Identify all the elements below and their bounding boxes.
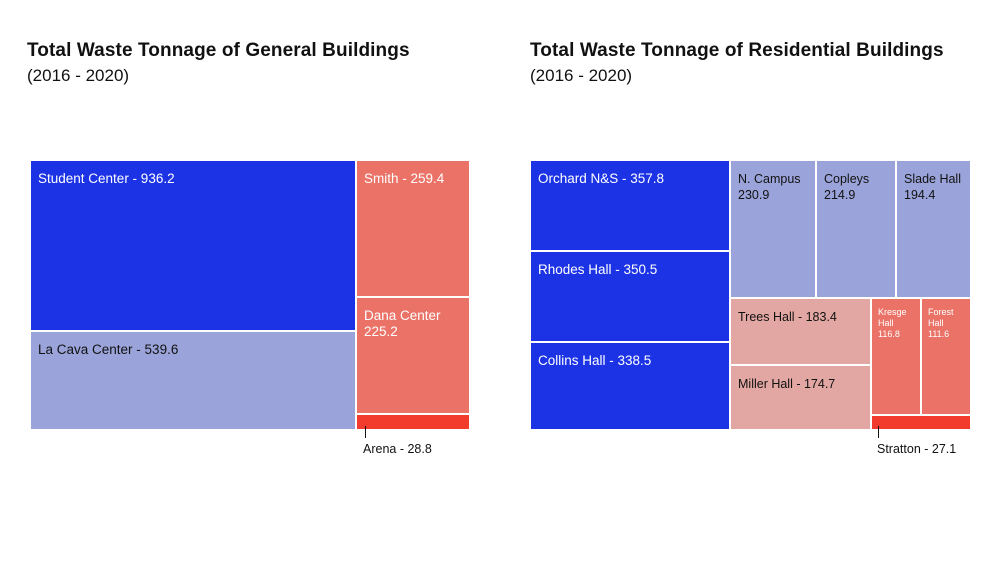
tile-label: La Cava Center - 539.6 [38, 342, 179, 357]
tile-label: Miller Hall - 174.7 [738, 377, 836, 391]
tile-label: Student Center - 936.2 [38, 171, 175, 186]
treemap-tile [356, 414, 470, 430]
treemap-tile: Forest Hall 111.6 [921, 298, 971, 415]
tile-label: Smith - 259.4 [364, 171, 445, 186]
tile-label: N. Campus 230.9 [738, 172, 801, 202]
treemap-tile: La Cava Center - 539.6 [30, 331, 356, 430]
tile-label: Slade Hall 194.4 [904, 172, 961, 202]
chart-subtitle: (2016 - 2020) [530, 66, 633, 85]
treemap-residential: Orchard N&S - 357.8 Rhodes Hall - 350.5 Co… [530, 160, 971, 430]
treemap-tile: Trees Hall - 183.4 [730, 298, 871, 365]
tile-label-outside: Stratton - 27.1 [877, 442, 957, 456]
tile-label: Dana Center 225.2 [364, 308, 441, 339]
chart-title: Total Waste Tonnage of Residential Build… [530, 40, 944, 61]
treemap-tile: Copleys 214.9 [816, 160, 896, 298]
tile-label: Kresge Hall 116.8 [878, 307, 907, 339]
treemap-tile [871, 415, 971, 430]
leader-tick [878, 426, 879, 438]
treemap-tile: N. Campus 230.9 [730, 160, 816, 298]
tile-label: Copleys 214.9 [824, 172, 870, 202]
treemap-tile: Slade Hall 194.4 [896, 160, 971, 298]
treemap-tile: Collins Hall - 338.5 [530, 342, 730, 430]
tile-label: Trees Hall - 183.4 [738, 310, 837, 324]
treemap-tile: Kresge Hall 116.8 [871, 298, 921, 415]
treemap-tile: Dana Center 225.2 [356, 297, 470, 414]
treemap-tile: Orchard N&S - 357.8 [530, 160, 730, 251]
treemap-tile: Miller Hall - 174.7 [730, 365, 871, 430]
chart-subtitle: (2016 - 2020) [27, 66, 130, 85]
leader-tick [365, 426, 366, 438]
tile-label-outside: Arena - 28.8 [363, 442, 432, 456]
tile-label: Rhodes Hall - 350.5 [538, 262, 658, 277]
tile-label: Orchard N&S - 357.8 [538, 171, 665, 186]
treemap-general: Student Center - 936.2 La Cava Center - 5… [30, 160, 470, 430]
chart-title: Total Waste Tonnage of General Buildings [27, 40, 410, 61]
treemap-tile: Smith - 259.4 [356, 160, 470, 297]
tile-label: Collins Hall - 338.5 [538, 353, 652, 368]
tile-label: Forest Hall 111.6 [928, 307, 954, 339]
treemap-tile: Student Center - 936.2 [30, 160, 356, 331]
treemap-tile: Rhodes Hall - 350.5 [530, 251, 730, 342]
